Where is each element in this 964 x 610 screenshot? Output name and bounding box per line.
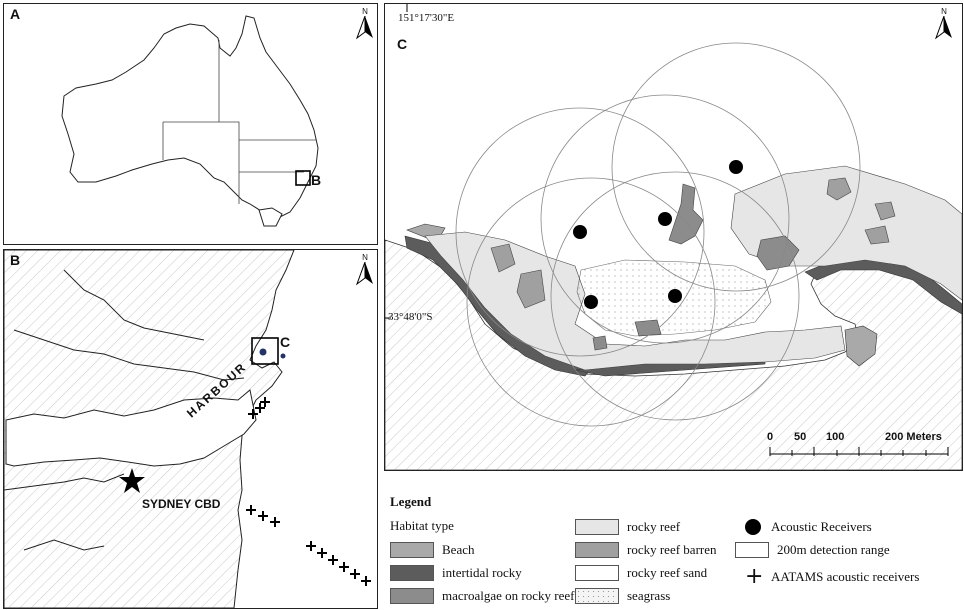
scale-tick-0: 0 bbox=[767, 431, 774, 443]
panel-b-label: B bbox=[10, 252, 21, 268]
scale-tick-50: 50 bbox=[794, 431, 807, 443]
sydney-cbd-star-icon bbox=[119, 468, 145, 493]
legend-item-acoustic-receivers: Acoustic Receivers bbox=[745, 518, 872, 536]
legend-item-beach: Beach bbox=[390, 541, 474, 559]
inset-b-label: B bbox=[311, 172, 322, 188]
latitude-label: 33°48'0"S bbox=[388, 311, 433, 323]
panel-a-label: A bbox=[10, 6, 21, 22]
acoustic-receivers bbox=[573, 160, 743, 309]
aatams-receiver-markers bbox=[246, 397, 371, 586]
legend-item-rocky-reef: rocky reef bbox=[575, 518, 680, 536]
north-arrow-icon bbox=[934, 15, 952, 40]
sydney-cbd-label: SYDNEY CBD bbox=[142, 497, 221, 511]
swatch-seagrass bbox=[575, 588, 619, 604]
inset-c-label: C bbox=[280, 334, 291, 350]
scale-bar bbox=[769, 447, 949, 456]
scale-tick-100: 100 bbox=[826, 431, 845, 443]
map-legend: Legend Habitat type Beach intertidal roc… bbox=[385, 490, 964, 610]
swatch-rocky-reef-sand bbox=[575, 565, 619, 581]
legend-item-aatams: + AATAMS acoustic receivers bbox=[745, 564, 920, 589]
australia-outline bbox=[61, 15, 319, 227]
filled-circle-icon bbox=[745, 519, 761, 535]
panel-b-sydney-map: B C HARBOUR SYDNEY CBD N bbox=[3, 249, 378, 609]
swatch-rocky-reef-barren bbox=[575, 542, 619, 558]
inset-c-box bbox=[251, 337, 279, 365]
panel-c-study-site-map: C 151°17'30"E 33°48'0"S 0 50 100 200 Met… bbox=[384, 3, 963, 471]
detection-range-circles bbox=[455, 42, 861, 427]
legend-item-rocky-reef-sand: rocky reef sand bbox=[575, 564, 707, 582]
legend-title: Legend bbox=[390, 494, 432, 509]
swatch-macroalgae bbox=[390, 588, 434, 604]
open-rectangle-icon bbox=[735, 542, 769, 558]
longitude-label: 151°17'30"E bbox=[398, 12, 455, 24]
panel-a-australia-map: A B N bbox=[3, 3, 378, 245]
plus-sign-icon: + bbox=[745, 564, 764, 589]
sydney-harbour-map bbox=[4, 250, 371, 608]
swatch-beach bbox=[390, 542, 434, 558]
north-arrow-icon bbox=[355, 261, 373, 286]
legend-item-seagrass: seagrass bbox=[575, 587, 670, 605]
north-arrow-b: N bbox=[354, 253, 376, 291]
habitat-map bbox=[385, 4, 962, 470]
scale-tick-200-meters: 200 Meters bbox=[885, 431, 942, 443]
panel-c-label: C bbox=[397, 36, 408, 52]
legend-item-macroalgae: macroalgae on rocky reef bbox=[390, 587, 574, 605]
north-arrow-c: N bbox=[933, 7, 955, 45]
legend-item-intertidal-rocky: intertidal rocky bbox=[390, 564, 522, 582]
north-arrow-a: N bbox=[354, 7, 376, 45]
legend-item-rocky-reef-barren: rocky reef barren bbox=[575, 541, 717, 559]
swatch-rocky-reef bbox=[575, 519, 619, 535]
inset-b-box bbox=[295, 170, 311, 186]
legend-habitat-heading: Habitat type bbox=[390, 518, 454, 533]
north-arrow-icon bbox=[355, 15, 373, 40]
swatch-intertidal-rocky bbox=[390, 565, 434, 581]
legend-item-detection-range: 200m detection range bbox=[735, 541, 890, 559]
